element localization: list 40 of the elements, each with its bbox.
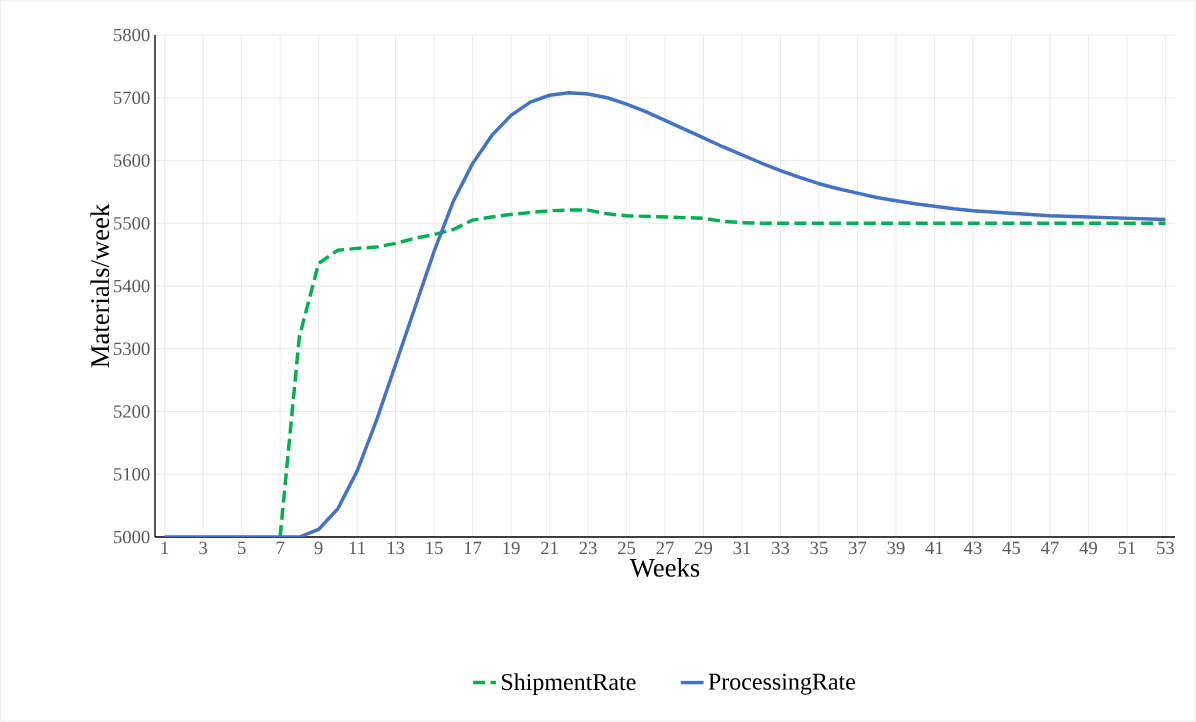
- x-tick-label: 35: [810, 541, 828, 555]
- x-tick-label: 5: [238, 541, 246, 555]
- legend-label: ProcessingRate: [708, 673, 856, 695]
- legend-label: ShipmentRate: [501, 673, 636, 695]
- y-tick-label: 5500: [114, 216, 150, 230]
- x-tick-label: 9: [314, 541, 323, 555]
- x-tick-label: 43: [963, 541, 982, 555]
- x-tick-label: 3: [199, 541, 208, 555]
- y-tick-label: 5200: [114, 405, 150, 418]
- x-tick-label: 49: [1079, 541, 1097, 555]
- x-tick-label: 7: [276, 541, 285, 554]
- x-tick-label: 31: [733, 541, 751, 555]
- x-tick-label: 25: [618, 541, 636, 555]
- y-tick-label: 5600: [114, 154, 150, 167]
- x-tick-label: 13: [387, 541, 405, 555]
- x-tick-label: 41: [925, 541, 943, 555]
- y-tick-label: 5400: [114, 279, 150, 293]
- x-tick-label: 11: [349, 541, 365, 555]
- x-tick-label: 51: [1118, 541, 1136, 555]
- y-tick-label: 5800: [114, 28, 150, 42]
- y-tick-label: 5700: [114, 91, 150, 105]
- x-tick-label: 27: [656, 541, 674, 555]
- x-tick-label: 53: [1157, 541, 1174, 555]
- x-tick-label: 39: [887, 541, 905, 555]
- y-tick-label: 5000: [114, 530, 150, 544]
- x-axis-title: Weeks: [629, 558, 700, 577]
- x-tick-label: 15: [426, 541, 443, 555]
- x-tick-label: 1: [161, 541, 169, 555]
- x-tick-label: 37: [849, 541, 867, 555]
- x-tick-label: 17: [464, 541, 482, 555]
- y-axis-title: Materials/week: [90, 203, 110, 368]
- x-tick-label: 19: [503, 541, 520, 555]
- x-tick-label: 47: [1040, 541, 1059, 554]
- x-tick-label: 29: [694, 541, 713, 555]
- x-tick-label: 45: [1002, 541, 1021, 555]
- x-tick-label: 33: [772, 541, 790, 555]
- x-tick-label: 21: [541, 541, 558, 555]
- y-tick-label: 5300: [114, 342, 150, 356]
- y-tick-label: 5100: [114, 467, 150, 481]
- x-tick-label: 23: [579, 541, 597, 555]
